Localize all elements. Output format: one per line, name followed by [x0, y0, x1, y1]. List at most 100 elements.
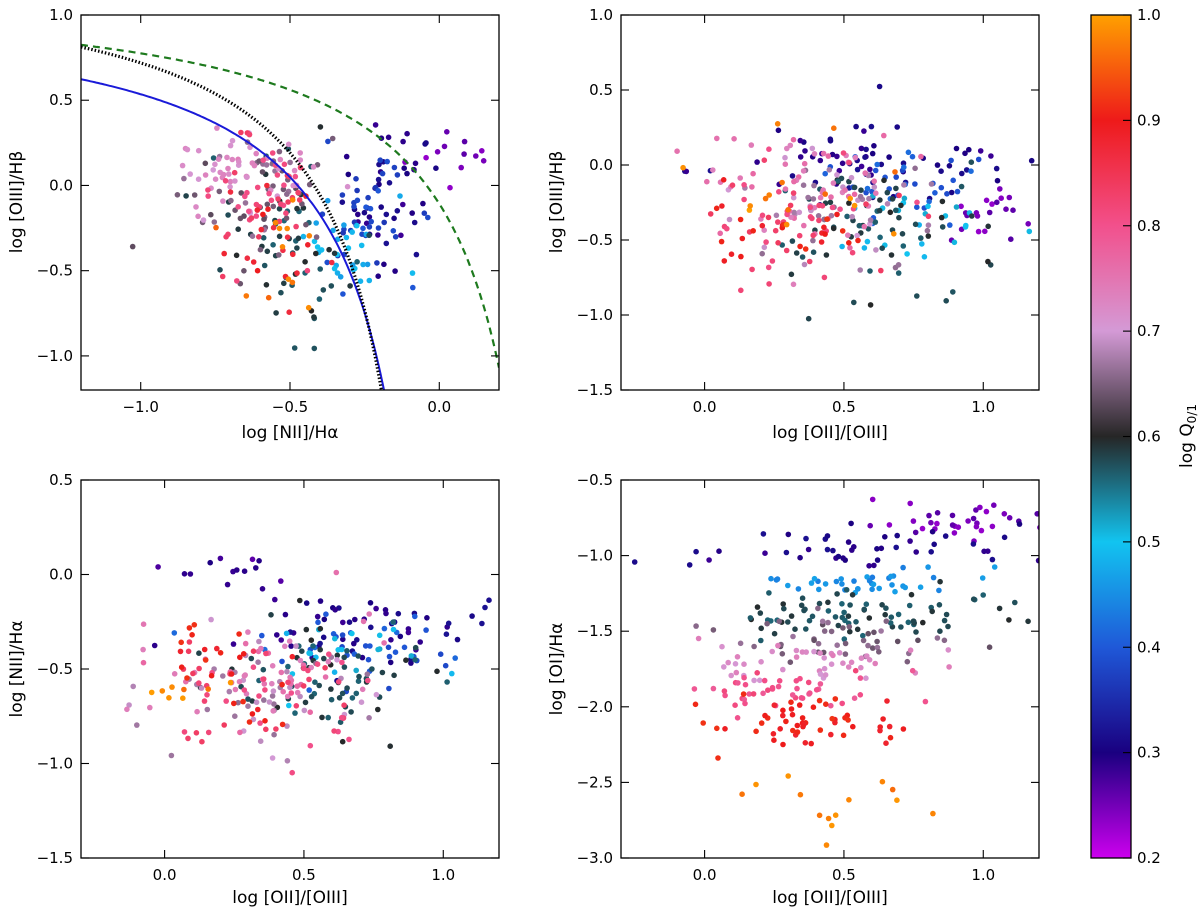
data-point — [390, 619, 397, 625]
data-point — [871, 629, 877, 636]
data-point — [404, 170, 410, 177]
data-point — [305, 242, 311, 248]
data-point — [832, 614, 839, 620]
data-point — [212, 176, 219, 182]
data-point — [391, 672, 397, 679]
data-point — [884, 698, 890, 704]
colorbar-tick-label: 0.7 — [1137, 322, 1161, 340]
data-point — [346, 619, 353, 625]
data-point — [747, 203, 753, 209]
data-point — [270, 708, 277, 714]
data-point — [914, 204, 920, 210]
data-point — [340, 636, 346, 643]
data-point — [765, 687, 771, 693]
data-point — [912, 529, 919, 536]
data-point — [809, 145, 816, 152]
data-point — [805, 194, 811, 201]
data-point — [349, 695, 356, 701]
data-point — [383, 610, 389, 617]
data-point — [261, 216, 267, 222]
data-point — [771, 702, 778, 708]
data-point — [379, 170, 386, 177]
data-point — [925, 233, 932, 239]
data-point — [811, 648, 817, 655]
data-point — [925, 213, 932, 220]
data-point — [810, 232, 816, 239]
data-point — [425, 214, 431, 221]
data-point — [821, 655, 827, 661]
data-point — [381, 625, 388, 632]
data-point — [845, 717, 851, 723]
data-point — [817, 157, 824, 164]
data-point — [1006, 194, 1013, 201]
data-point — [758, 625, 764, 632]
data-point — [303, 600, 310, 606]
data-point — [884, 189, 891, 196]
data-point — [889, 582, 895, 588]
data-point — [856, 222, 863, 229]
data-point — [862, 170, 868, 176]
data-point — [800, 723, 806, 730]
data-point — [377, 157, 384, 163]
data-point — [375, 706, 381, 713]
data-point — [918, 235, 924, 241]
data-point — [386, 685, 392, 692]
data-point — [134, 722, 140, 728]
data-point — [901, 164, 907, 170]
data-point — [788, 706, 795, 712]
data-point — [441, 143, 448, 150]
data-point — [275, 196, 281, 202]
data-point — [367, 600, 374, 606]
data-point — [719, 643, 725, 650]
data-point — [761, 677, 768, 684]
data-point — [331, 669, 338, 675]
y-tick-label: −1.0 — [577, 306, 613, 324]
data-point — [794, 729, 801, 735]
data-point — [329, 135, 336, 142]
data-point — [865, 630, 871, 637]
data-point — [704, 178, 710, 185]
data-point — [159, 688, 166, 694]
data-point — [269, 663, 276, 669]
data-point — [739, 235, 746, 242]
data-point — [241, 687, 248, 693]
data-point — [321, 616, 328, 623]
data-point — [385, 644, 392, 651]
data-point — [928, 519, 934, 526]
data-point — [847, 602, 853, 608]
data-point — [193, 204, 199, 210]
data-point — [936, 587, 942, 594]
data-point — [947, 222, 953, 228]
data-point — [919, 241, 925, 247]
data-point — [877, 197, 883, 203]
data-point — [824, 216, 830, 222]
data-point — [360, 618, 367, 625]
y-tick-label: 0.0 — [49, 176, 73, 194]
data-point — [846, 623, 853, 630]
x-tick-label: 0.0 — [153, 866, 177, 884]
data-point — [854, 626, 861, 633]
data-point — [870, 581, 877, 588]
data-point — [259, 169, 266, 175]
colorbar-tick-label: 0.5 — [1137, 533, 1161, 551]
data-point — [338, 714, 345, 721]
data-point — [341, 664, 348, 670]
data-point — [912, 165, 918, 172]
data-point — [190, 670, 196, 677]
data-point — [816, 586, 822, 593]
data-point — [825, 599, 831, 606]
data-point — [372, 122, 379, 128]
data-point — [364, 671, 371, 677]
data-point — [822, 672, 829, 678]
colorbar-tick-label: 0.9 — [1137, 111, 1161, 129]
data-point — [1025, 221, 1031, 227]
data-point — [978, 527, 985, 534]
data-point — [444, 129, 450, 135]
data-point — [276, 148, 283, 155]
data-point — [853, 123, 859, 130]
data-point — [869, 586, 875, 593]
data-point — [759, 222, 766, 229]
data-point — [1006, 515, 1013, 521]
data-point — [785, 773, 791, 779]
data-point — [888, 573, 894, 580]
